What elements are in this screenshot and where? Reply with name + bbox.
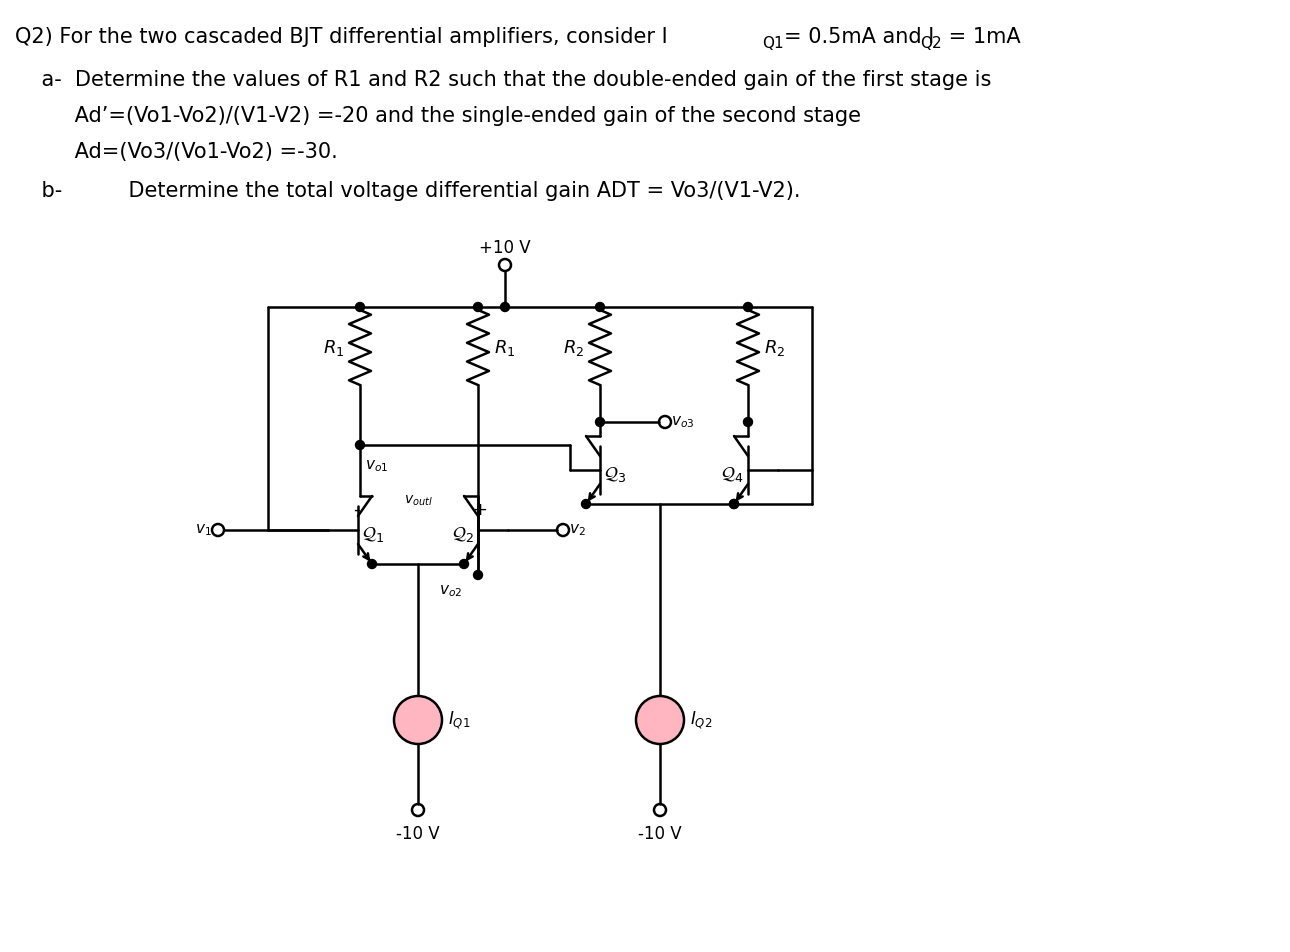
Circle shape: [473, 303, 482, 311]
Circle shape: [743, 303, 752, 311]
Text: -10 V: -10 V: [396, 825, 440, 843]
Text: $I_{Q1}$: $I_{Q1}$: [448, 709, 471, 731]
Circle shape: [368, 560, 377, 568]
Text: Q2: Q2: [920, 35, 942, 50]
Text: Ad’=(Vo1-Vo2)/(V1-V2) =-20 and the single-ended gain of the second stage: Ad’=(Vo1-Vo2)/(V1-V2) =-20 and the singl…: [15, 106, 860, 126]
Text: $v_{outl}$: $v_{outl}$: [404, 493, 432, 508]
Circle shape: [636, 696, 684, 744]
Text: $v_2$: $v_2$: [569, 522, 586, 538]
Circle shape: [582, 500, 591, 508]
Text: $I_{Q2}$: $I_{Q2}$: [690, 709, 712, 731]
Text: $v_{o1}$: $v_{o1}$: [365, 458, 388, 474]
Text: Ad=(Vo3/(Vo1-Vo2) =-30.: Ad=(Vo3/(Vo1-Vo2) =-30.: [15, 142, 338, 162]
Text: $R_2$: $R_2$: [562, 338, 584, 358]
Text: $R_2$: $R_2$: [764, 338, 786, 358]
Text: $\mathcal{Q}_1$: $\mathcal{Q}_1$: [362, 526, 384, 545]
Circle shape: [501, 303, 510, 311]
Circle shape: [459, 560, 468, 568]
Text: Q2) For the two cascaded BJT differential amplifiers, consider I: Q2) For the two cascaded BJT differentia…: [15, 27, 668, 47]
Circle shape: [730, 500, 738, 508]
Circle shape: [730, 500, 738, 508]
Text: +: +: [472, 501, 488, 519]
Text: $v_1$: $v_1$: [195, 522, 212, 538]
Circle shape: [473, 570, 482, 580]
Text: $v_{o2}$: $v_{o2}$: [439, 583, 462, 599]
Text: $R_1$: $R_1$: [494, 338, 516, 358]
Text: $v_{o3}$: $v_{o3}$: [671, 414, 694, 430]
Text: +10 V: +10 V: [479, 239, 530, 257]
Circle shape: [356, 303, 365, 311]
Circle shape: [596, 303, 605, 311]
Text: = 0.5mA and I: = 0.5mA and I: [784, 27, 934, 47]
Text: $R_1$: $R_1$: [322, 338, 344, 358]
Text: b-          Determine the total voltage differential gain ADT = Vo3/(V1-V2).: b- Determine the total voltage different…: [15, 181, 801, 201]
Circle shape: [356, 441, 365, 449]
Text: $\mathcal{Q}_4$: $\mathcal{Q}_4$: [721, 466, 744, 485]
Text: Q1: Q1: [762, 35, 783, 50]
Text: = 1mA: = 1mA: [942, 27, 1020, 47]
Circle shape: [743, 418, 752, 426]
Circle shape: [596, 418, 605, 426]
Text: $\mathcal{Q}_3$: $\mathcal{Q}_3$: [604, 466, 627, 485]
Text: a-  Determine the values of R1 and R2 such that the double-ended gain of the fir: a- Determine the values of R1 and R2 suc…: [15, 70, 992, 90]
Text: -: -: [352, 501, 359, 519]
Text: $\mathcal{Q}_2$: $\mathcal{Q}_2$: [451, 526, 473, 545]
Text: -10 V: -10 V: [639, 825, 682, 843]
Circle shape: [393, 696, 442, 744]
